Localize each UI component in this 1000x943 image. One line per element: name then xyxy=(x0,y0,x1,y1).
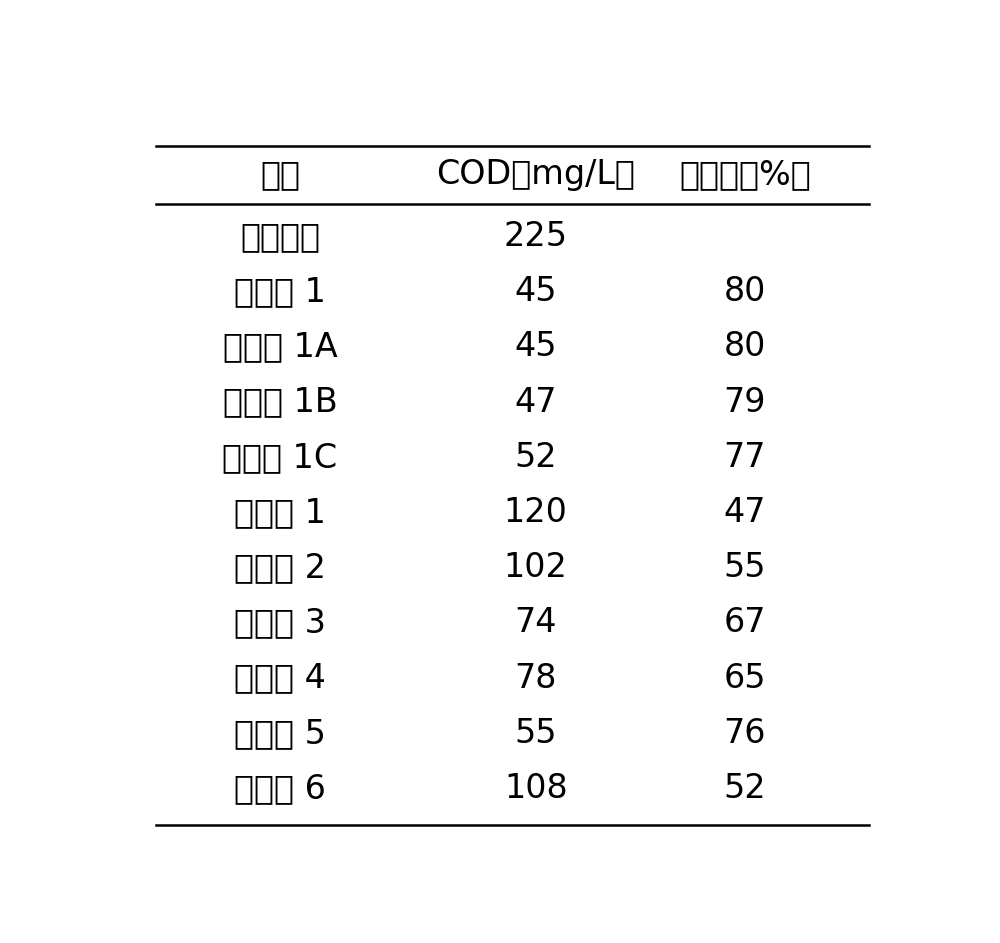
Text: 55: 55 xyxy=(724,552,766,585)
Text: 对照例 1: 对照例 1 xyxy=(234,496,326,529)
Text: 实施例 1B: 实施例 1B xyxy=(223,386,337,419)
Text: 47: 47 xyxy=(724,496,766,529)
Text: 80: 80 xyxy=(724,275,766,308)
Text: 47: 47 xyxy=(514,386,557,419)
Text: 实施例 1: 实施例 1 xyxy=(234,275,326,308)
Text: 102: 102 xyxy=(504,552,568,585)
Text: 76: 76 xyxy=(724,717,766,750)
Text: 编号: 编号 xyxy=(260,158,300,191)
Text: 对照例 4: 对照例 4 xyxy=(234,662,326,695)
Text: COD（mg/L）: COD（mg/L） xyxy=(436,158,635,191)
Text: 对照例 2: 对照例 2 xyxy=(234,552,326,585)
Text: 实施例 1A: 实施例 1A xyxy=(223,330,337,363)
Text: 120: 120 xyxy=(504,496,568,529)
Text: 55: 55 xyxy=(514,717,557,750)
Text: 对照例 3: 对照例 3 xyxy=(234,606,326,639)
Text: 67: 67 xyxy=(724,606,766,639)
Text: 焦化废水: 焦化废水 xyxy=(240,220,320,253)
Text: 实施例 1C: 实施例 1C xyxy=(222,440,338,473)
Text: 108: 108 xyxy=(504,772,568,805)
Text: 77: 77 xyxy=(724,440,766,473)
Text: 52: 52 xyxy=(514,440,557,473)
Text: 225: 225 xyxy=(504,220,568,253)
Text: 65: 65 xyxy=(724,662,766,695)
Text: 对照例 6: 对照例 6 xyxy=(234,772,326,805)
Text: 45: 45 xyxy=(514,275,557,308)
Text: 对照例 5: 对照例 5 xyxy=(234,717,326,750)
Text: 80: 80 xyxy=(724,330,766,363)
Text: 79: 79 xyxy=(724,386,766,419)
Text: 45: 45 xyxy=(514,330,557,363)
Text: 74: 74 xyxy=(514,606,557,639)
Text: 52: 52 xyxy=(724,772,766,805)
Text: 78: 78 xyxy=(515,662,557,695)
Text: 去除率（%）: 去除率（%） xyxy=(679,158,811,191)
